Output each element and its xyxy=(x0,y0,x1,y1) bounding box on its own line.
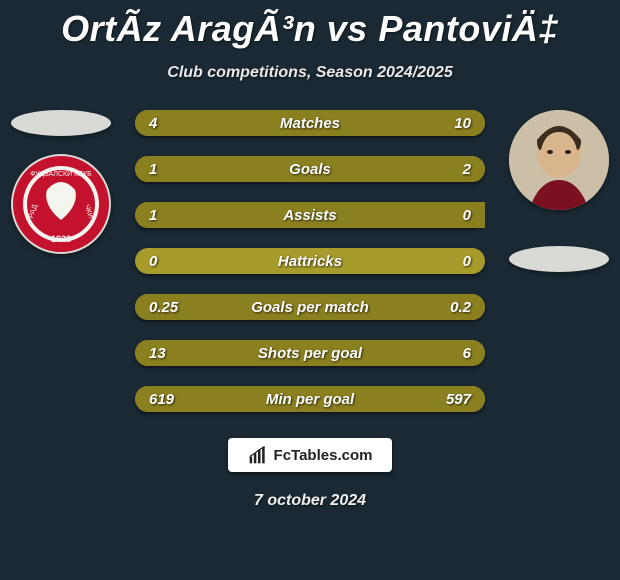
player-right-club-badge-placeholder xyxy=(509,246,609,272)
stat-row: 619Min per goal597 xyxy=(135,386,485,412)
stat-value-right: 6 xyxy=(415,345,485,362)
player-left-column: ФУДБАЛСКИ КЛУБ 1923 РАД ЧКИ xyxy=(6,110,116,254)
date-label: 7 october 2024 xyxy=(0,492,620,510)
svg-text:1923: 1923 xyxy=(51,234,71,244)
stat-label: Assists xyxy=(205,207,415,224)
stat-label: Shots per goal xyxy=(205,345,415,362)
stat-value-left: 13 xyxy=(135,345,205,362)
stat-row: 1Goals2 xyxy=(135,156,485,182)
brand-label: FcTables.com xyxy=(274,447,373,464)
stat-row: 13Shots per goal6 xyxy=(135,340,485,366)
page-title: OrtÃ­z AragÃ³n vs PantoviÄ‡ xyxy=(0,0,620,50)
stat-label: Hattricks xyxy=(205,253,415,270)
stat-value-left: 1 xyxy=(135,161,205,178)
club-badge-icon: ФУДБАЛСКИ КЛУБ 1923 РАД ЧКИ xyxy=(11,154,111,254)
stat-value-right: 0 xyxy=(415,253,485,270)
stat-value-right: 0 xyxy=(415,207,485,224)
stat-row: 0Hattricks0 xyxy=(135,248,485,274)
stat-row: 1Assists0 xyxy=(135,202,485,228)
stat-value-right: 597 xyxy=(415,391,485,408)
stat-label: Goals per match xyxy=(205,299,415,316)
chart-icon xyxy=(248,445,268,465)
stat-value-left: 619 xyxy=(135,391,205,408)
stat-value-left: 0 xyxy=(135,253,205,270)
svg-text:ФУДБАЛСКИ КЛУБ: ФУДБАЛСКИ КЛУБ xyxy=(30,171,92,178)
player-right-portrait xyxy=(509,110,609,210)
comparison-content: ФУДБАЛСКИ КЛУБ 1923 РАД ЧКИ 4Matches101G… xyxy=(0,110,620,412)
player-right-column xyxy=(504,110,614,272)
stat-label: Goals xyxy=(205,161,415,178)
stat-value-left: 0.25 xyxy=(135,299,205,316)
stat-value-right: 0.2 xyxy=(415,299,485,316)
stat-label: Matches xyxy=(205,115,415,132)
player-left-club-badge: ФУДБАЛСКИ КЛУБ 1923 РАД ЧКИ xyxy=(11,154,111,254)
stats-container: 4Matches101Goals21Assists00Hattricks00.2… xyxy=(135,110,485,412)
stat-row: 0.25Goals per match0.2 xyxy=(135,294,485,320)
player-left-portrait-placeholder xyxy=(11,110,111,136)
stat-value-right: 10 xyxy=(415,115,485,132)
stat-row: 4Matches10 xyxy=(135,110,485,136)
avatar-icon xyxy=(509,110,609,210)
subtitle: Club competitions, Season 2024/2025 xyxy=(0,64,620,82)
brand-badge[interactable]: FcTables.com xyxy=(228,438,392,472)
stat-label: Min per goal xyxy=(205,391,415,408)
stat-value-right: 2 xyxy=(415,161,485,178)
stat-value-left: 4 xyxy=(135,115,205,132)
stat-value-left: 1 xyxy=(135,207,205,224)
